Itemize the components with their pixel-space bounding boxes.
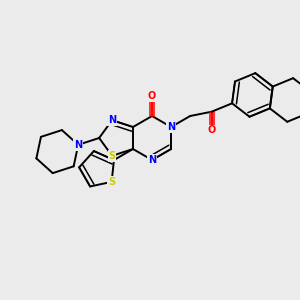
Text: N: N — [148, 155, 156, 165]
Text: N: N — [167, 122, 175, 132]
Text: O: O — [148, 91, 156, 101]
Text: N: N — [74, 140, 82, 150]
Text: S: S — [108, 177, 115, 187]
Text: O: O — [208, 125, 216, 135]
Text: N: N — [108, 115, 116, 125]
Text: S: S — [109, 151, 116, 161]
